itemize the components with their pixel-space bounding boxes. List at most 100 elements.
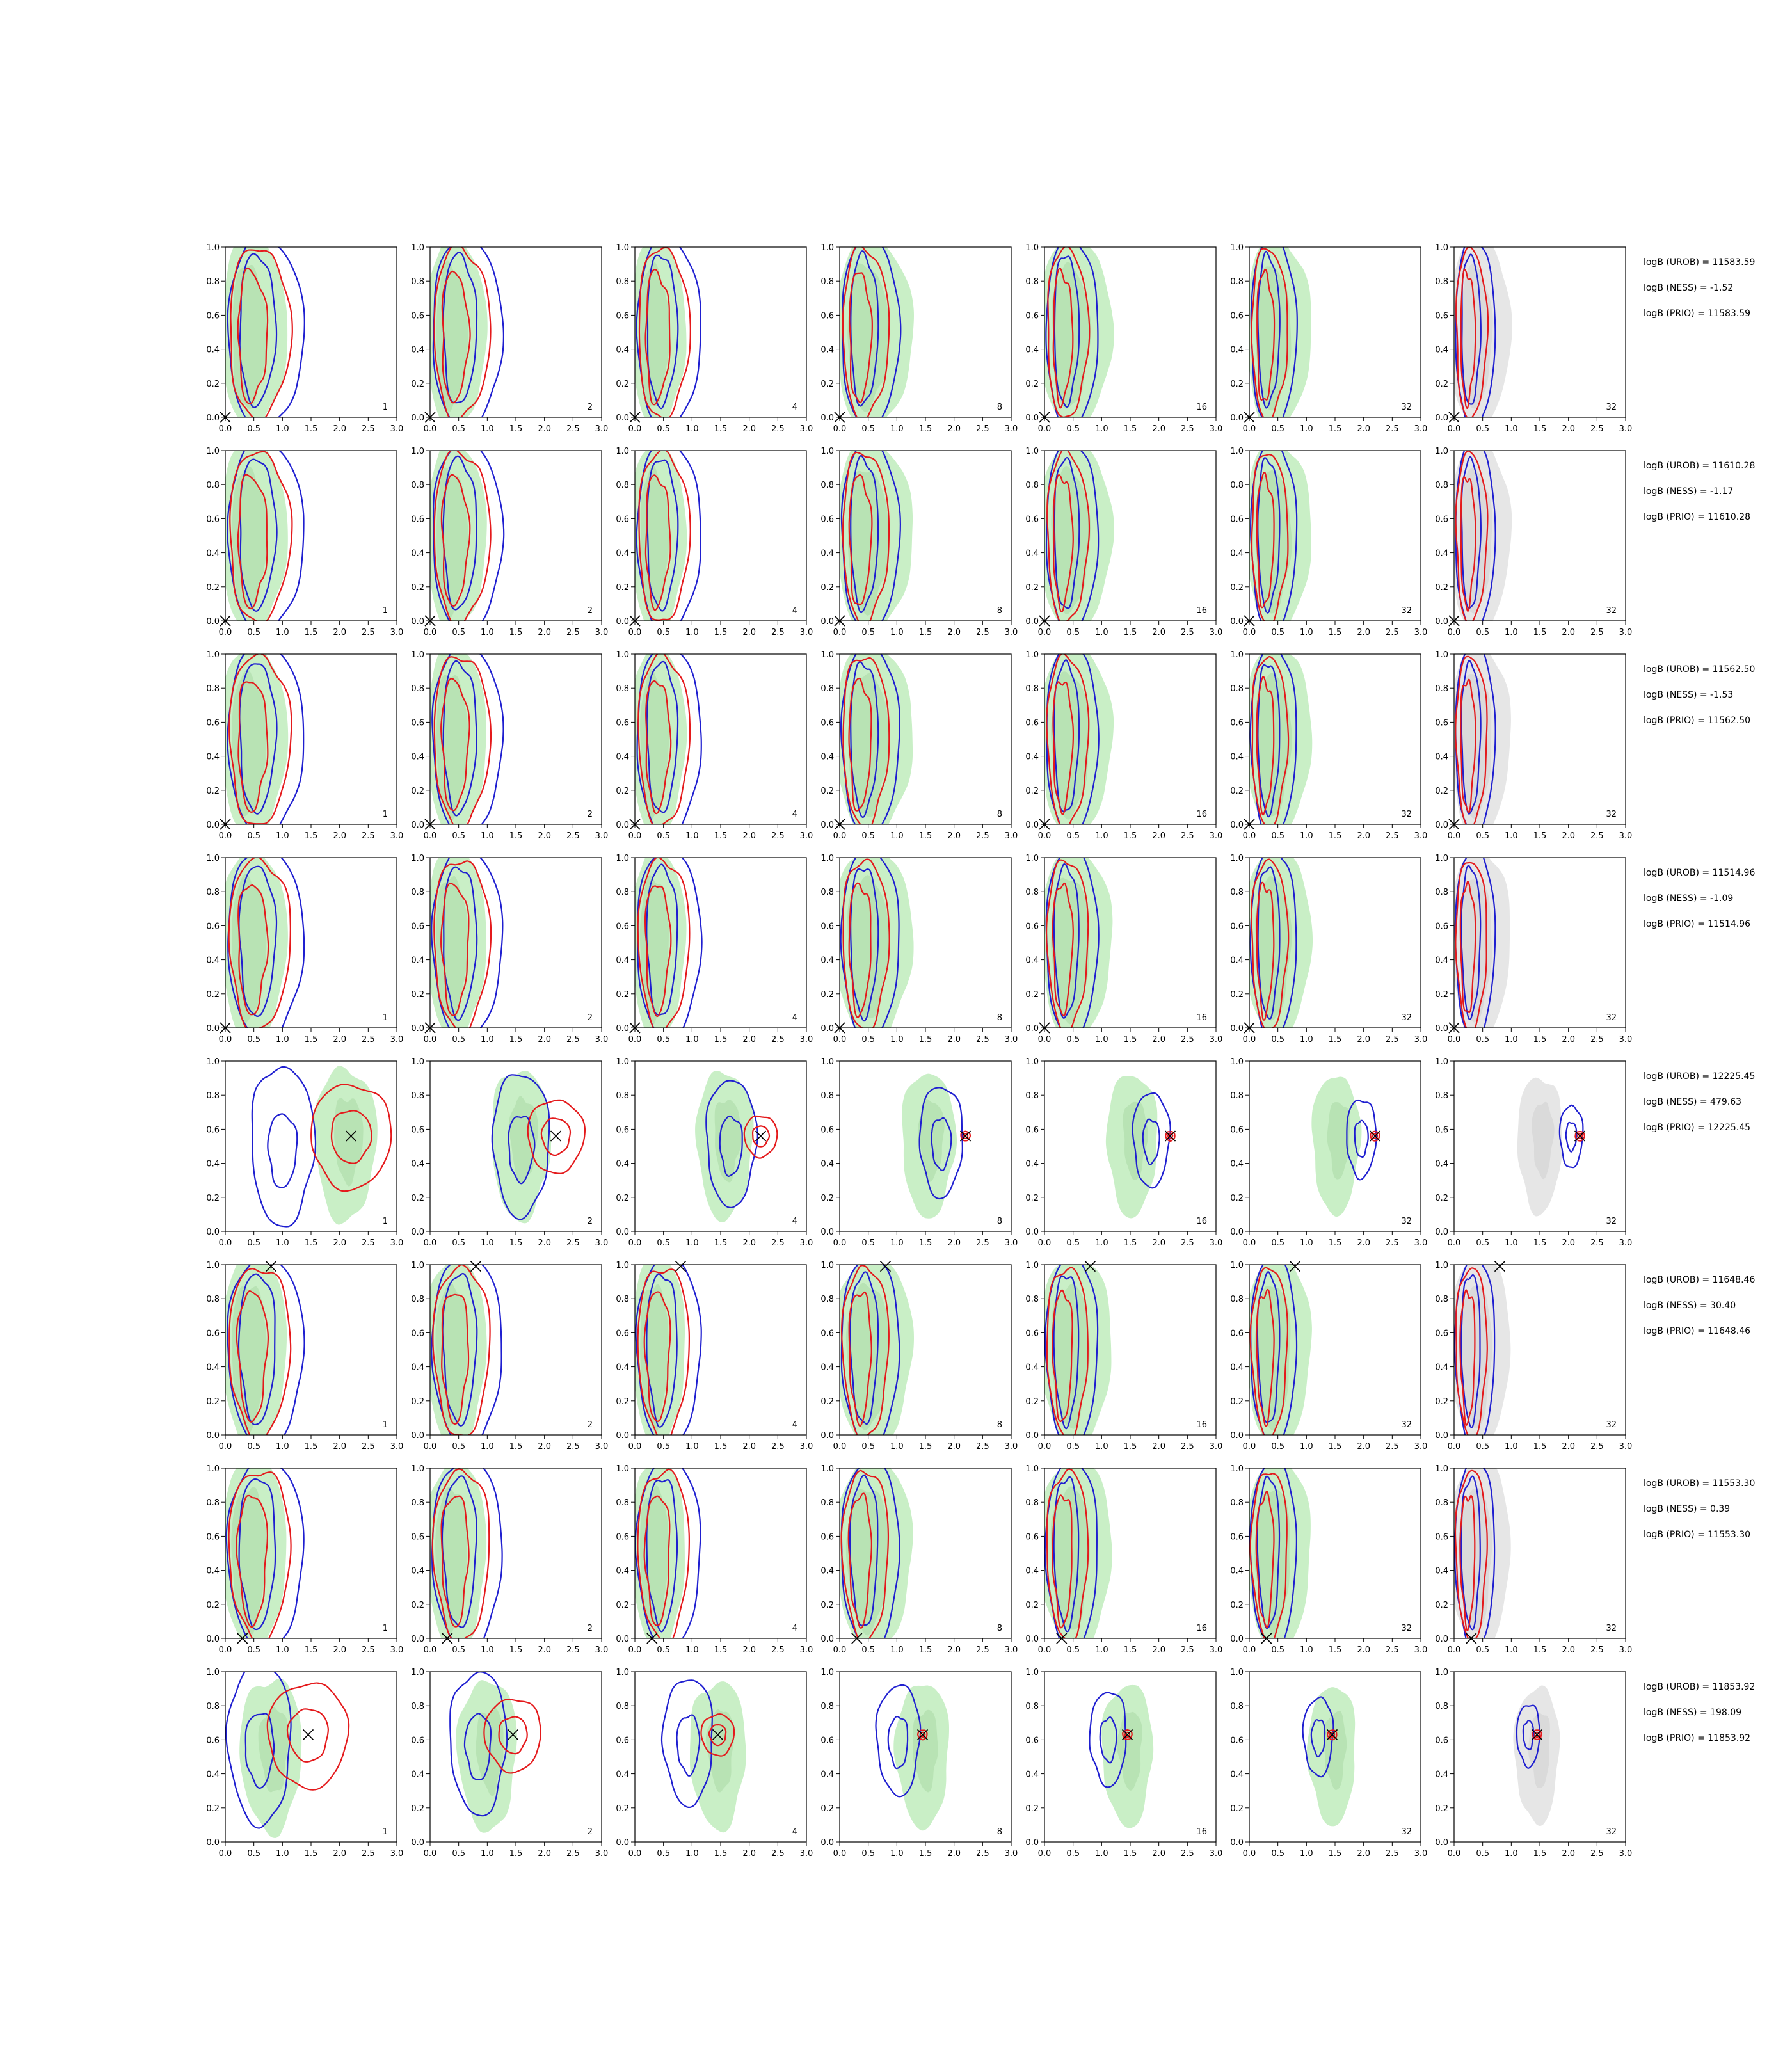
blue-contour-inner <box>646 1273 678 1428</box>
y-tick-label: 0.2 <box>206 1194 220 1203</box>
blue-contour-inner <box>850 454 879 614</box>
y-tick-label: 0.2 <box>820 1804 834 1814</box>
blue-contour-outer <box>1454 1265 1496 1435</box>
y-tick-label: 0.2 <box>820 787 834 796</box>
red-contour-inner <box>1053 474 1074 612</box>
y-tick-label: 0.8 <box>1435 1702 1448 1711</box>
y-tick-label: 0.6 <box>1025 515 1039 524</box>
y-tick-label: 0.8 <box>1025 1702 1039 1711</box>
y-tick-label: 1.0 <box>206 1668 220 1677</box>
y-tick-label: 1.0 <box>616 243 629 253</box>
density-fill-inner <box>1254 1286 1291 1430</box>
x-tick-label: 2.5 <box>771 1849 785 1859</box>
y-tick-label: 1.0 <box>411 1464 424 1474</box>
y-tick-label: 0.4 <box>411 956 424 966</box>
panel-r7-c6: 0.0 0.5 1.0 1.5 2.0 2.5 3.0 0.0 0.2 0.4 0.6 0.8 1.0 3… <box>1230 1464 1427 1655</box>
panel-r5-c2: 0.0 0.5 1.0 1.5 2.0 2.5 3.0 0.0 0.2 0.4 0.6 0.8 1.0 2 <box>411 1057 608 1248</box>
red-contour-outer <box>840 1265 890 1435</box>
x-tick-label: 0.0 <box>219 1849 232 1859</box>
y-tick-label: 0.4 <box>206 956 220 966</box>
panel-label: 4 <box>792 1013 797 1023</box>
x-tick-label: 1.0 <box>1505 1035 1518 1044</box>
x-tick-label: 2.0 <box>333 831 346 841</box>
x-tick-label: 1.5 <box>1124 1645 1137 1655</box>
logb-stat: logB (PRIO) = 11610.28 <box>1644 512 1750 522</box>
x-tick-label: 1.5 <box>305 628 318 637</box>
blue-contour-outer <box>636 654 702 824</box>
y-tick-label: 1.0 <box>1025 1668 1039 1677</box>
x-tick-label: 0.5 <box>657 1849 670 1859</box>
blue-contour-outer <box>840 858 900 1028</box>
y-tick-label: 1.0 <box>616 650 629 660</box>
y-tick-label: 0.4 <box>206 1770 220 1780</box>
red-contour-outer <box>638 247 691 417</box>
panel-label: 8 <box>997 1827 1002 1837</box>
x-tick-label: 1.0 <box>890 1442 904 1452</box>
x-tick-label: 2.0 <box>742 1238 756 1248</box>
truth-marker <box>470 1261 482 1272</box>
panel-label: 1 <box>383 403 388 412</box>
x-tick-label: 2.5 <box>1181 1849 1194 1859</box>
panel-label: 8 <box>997 1420 1002 1430</box>
x-tick-label: 2.0 <box>538 1238 551 1248</box>
x-tick-label: 2.5 <box>566 1442 580 1452</box>
panel-label: 8 <box>997 606 1002 616</box>
red-contour-outer <box>916 1729 928 1741</box>
x-tick-label: 3.0 <box>1210 1442 1223 1452</box>
panel-r3-c7: 0.0 0.5 1.0 1.5 2.0 2.5 3.0 0.0 0.2 0.4 0.6 0.8 1.0 3… <box>1435 650 1632 841</box>
x-tick-label: 1.0 <box>1505 1238 1518 1248</box>
red-contour-inner <box>1052 268 1074 409</box>
red-contour-outer <box>1455 451 1489 621</box>
blue-contour-inner <box>237 1273 276 1426</box>
panel-label: 2 <box>588 1624 593 1633</box>
red-contour-outer <box>266 1682 350 1791</box>
panel-label: 2 <box>588 1217 593 1226</box>
logb-stat: logB (NESS) = 0.39 <box>1644 1504 1730 1514</box>
y-tick-label: 0.6 <box>616 718 629 728</box>
x-tick-label: 1.5 <box>1329 424 1342 434</box>
x-tick-label: 1.0 <box>685 628 699 637</box>
x-tick-label: 1.5 <box>1533 831 1547 841</box>
x-tick-label: 1.0 <box>481 1442 494 1452</box>
blue-contour-outer <box>491 1074 550 1220</box>
y-tick-label: 0.6 <box>1025 1736 1039 1745</box>
red-contour-inner <box>848 474 873 605</box>
x-tick-label: 1.5 <box>714 628 728 637</box>
y-tick-label: 1.0 <box>1025 650 1039 660</box>
red-contour-outer <box>1455 861 1487 1028</box>
x-tick-label: 1.5 <box>305 1645 318 1655</box>
y-tick-label: 0.0 <box>1230 1024 1244 1034</box>
blue-contour-inner <box>1460 865 1482 1020</box>
logb-stat: logB (PRIO) = 11648.46 <box>1644 1326 1750 1336</box>
x-tick-label: 1.0 <box>1300 424 1313 434</box>
y-tick-label: 0.2 <box>206 1804 220 1814</box>
y-tick-label: 0.4 <box>1025 753 1039 762</box>
logb-stat: logB (NESS) = -1.53 <box>1644 690 1733 700</box>
y-tick-label: 0.6 <box>411 922 424 931</box>
y-tick-label: 0.8 <box>206 277 220 287</box>
x-tick-label: 1.5 <box>1329 1035 1342 1044</box>
y-tick-label: 0.8 <box>206 1295 220 1304</box>
x-tick-label: 2.5 <box>1590 1849 1604 1859</box>
panel-r8-c6: 0.0 0.5 1.0 1.5 2.0 2.5 3.0 0.0 0.2 0.4 0.6 0.8 1.0 3… <box>1230 1668 1427 1859</box>
y-tick-label: 0.4 <box>1230 346 1244 355</box>
truth-marker <box>1574 1130 1586 1142</box>
x-tick-label: 1.0 <box>1300 1849 1313 1859</box>
panel-r7-c5: 0.0 0.5 1.0 1.5 2.0 2.5 3.0 0.0 0.2 0.4 0.6 0.8 1.0 1… <box>1025 1464 1222 1655</box>
x-tick-label: 3.0 <box>390 424 404 434</box>
x-tick-label: 3.0 <box>1414 628 1428 637</box>
x-tick-label: 1.5 <box>1329 628 1342 637</box>
y-tick-label: 0.0 <box>820 1431 834 1441</box>
panel-label: 32 <box>1401 1013 1412 1023</box>
red-contour-inner <box>1329 1731 1336 1738</box>
red-contour-outer <box>842 451 890 621</box>
panel-label: 4 <box>792 1420 797 1430</box>
x-tick-label: 0.0 <box>628 1849 642 1859</box>
y-tick-label: 0.2 <box>820 1601 834 1610</box>
x-tick-label: 1.5 <box>305 1238 318 1248</box>
x-tick-label: 2.0 <box>1562 1442 1575 1452</box>
density-fill-inner <box>1050 1486 1090 1630</box>
y-tick-label: 0.2 <box>820 380 834 389</box>
logb-stat: logB (PRIO) = 11562.50 <box>1644 716 1750 726</box>
x-tick-label: 1.5 <box>1124 1035 1137 1044</box>
